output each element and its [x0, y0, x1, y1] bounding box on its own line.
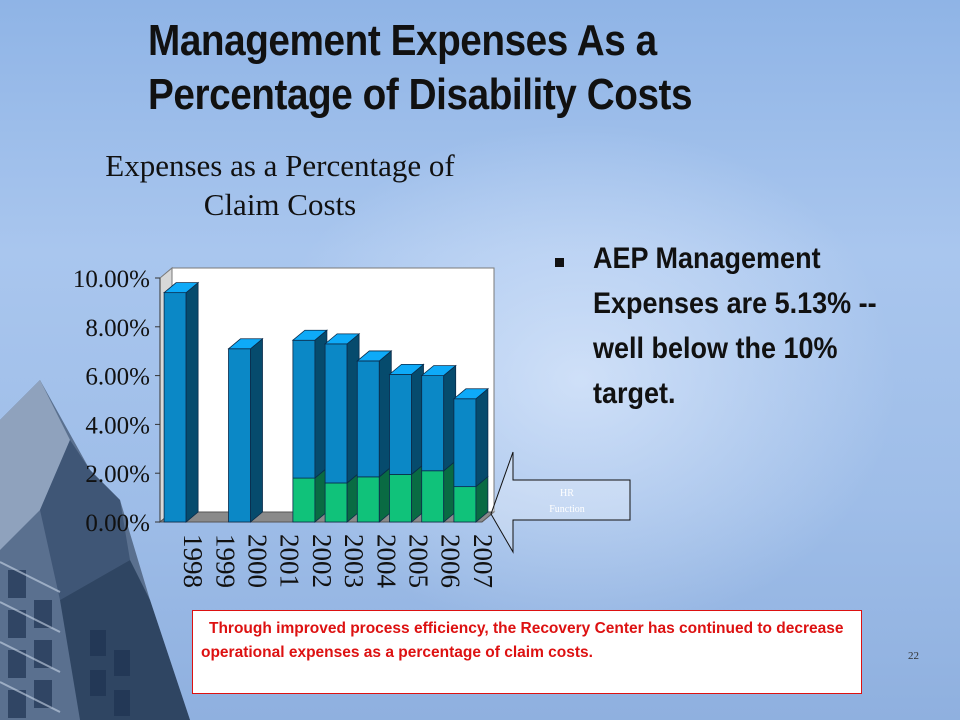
bar-segment-2000-s1 — [228, 348, 251, 523]
bar-segment-2006-s1 — [421, 375, 445, 472]
bullet-text: AEP Management Expenses are 5.13% -- wel… — [593, 242, 877, 410]
x-tick-label-2004: 2004 — [371, 534, 401, 589]
x-tick-label-2003: 2003 — [339, 534, 369, 588]
bar-top-2002 — [291, 329, 329, 341]
callout-label-line-1: HR — [560, 488, 574, 499]
bar-segment-2003-s1 — [324, 343, 348, 484]
x-tick-label-2001: 2001 — [275, 534, 305, 588]
bar-segment-2005-s0 — [389, 474, 412, 523]
x-tick-label-2005: 2005 — [404, 534, 434, 588]
bar-segment-2005-s1 — [389, 373, 412, 475]
hr-function-callout-arrow — [490, 451, 631, 554]
y-tick-label: 10.00% — [73, 266, 150, 293]
chart-title: Expenses as a Percentage of Claim Costs — [90, 146, 470, 224]
bar-side-2000-s1 — [250, 337, 263, 523]
bar-top-2000 — [227, 338, 264, 350]
bar-segment-2003-s0 — [324, 482, 348, 523]
x-tick-label-2002: 2002 — [307, 534, 337, 588]
bar-segment-2006-s0 — [421, 470, 445, 523]
bar-side-1998-s1 — [185, 281, 199, 523]
x-tick-label-1998: 1998 — [178, 534, 208, 588]
y-tick-label: 4.00% — [85, 412, 150, 439]
page-number: 22 — [908, 650, 919, 662]
bar-segment-2002-s0 — [292, 477, 316, 523]
y-tick-label: 0.00% — [85, 510, 150, 537]
x-tick-label-2000: 2000 — [243, 534, 273, 588]
x-tick-label-1999: 1999 — [210, 534, 240, 588]
x-tick-label-2007: 2007 — [468, 534, 498, 588]
y-tick-label: 8.00% — [85, 315, 150, 342]
bar-top-2003 — [323, 333, 361, 345]
chart-title-line-2: Claim Costs — [203, 187, 357, 222]
x-tick-label-2006: 2006 — [436, 534, 466, 588]
callout-label-line-2: Function — [549, 504, 585, 515]
bar-segment-2007-s1 — [453, 398, 477, 488]
bar-top-2005 — [388, 363, 425, 375]
bar-segment-2004-s0 — [356, 476, 380, 523]
slide-title-line-2: Percentage of Disability Costs — [148, 70, 693, 119]
y-tick-label: 6.00% — [85, 364, 150, 391]
bar-segment-2007-s0 — [453, 486, 477, 523]
bar-segment-1998-s1 — [163, 292, 187, 523]
y-tick-label: 2.00% — [85, 461, 150, 488]
bar-segment-2002-s1 — [292, 339, 316, 479]
bar-segment-2004-s1 — [356, 360, 380, 478]
bar-top-1998 — [162, 282, 200, 294]
footnote-box: Through improved process efficiency, the… — [192, 610, 862, 694]
bar-top-2004 — [356, 350, 393, 362]
bar-side-2007-s1 — [475, 387, 489, 488]
bar-top-2007 — [452, 388, 490, 400]
bullet-square-icon — [555, 258, 564, 267]
slide-title-line-1: Management Expenses As a — [148, 16, 657, 65]
bar-top-2006 — [420, 365, 457, 377]
slide-title: Management Expenses As a Percentage of D… — [148, 14, 834, 122]
chart-title-line-1: Expenses as a Percentage of — [105, 148, 455, 183]
